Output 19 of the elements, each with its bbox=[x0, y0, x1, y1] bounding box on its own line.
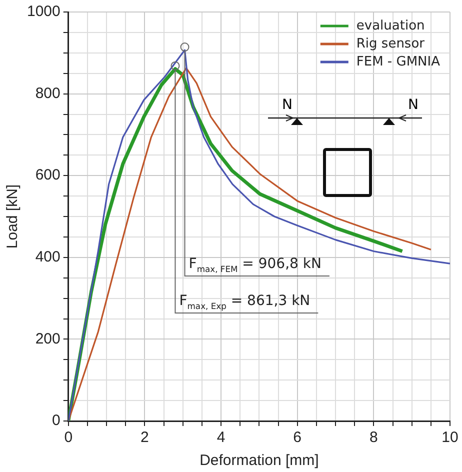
y-tick-label: 600 bbox=[35, 166, 60, 184]
x-axis-title: Deformation [mm] bbox=[200, 452, 319, 470]
y-axis-title: Load [kN] bbox=[4, 184, 22, 249]
y-tick-label: 1000 bbox=[26, 3, 60, 20]
legend-label: FEM - GMNIA bbox=[356, 54, 440, 70]
y-tick-label: 200 bbox=[35, 330, 60, 348]
annotation: N bbox=[282, 97, 292, 113]
legend-label: Rig sensor bbox=[356, 36, 426, 52]
y-tick-label: 0 bbox=[52, 412, 60, 430]
x-tick-label: 8 bbox=[370, 429, 378, 446]
y-tick-label: 400 bbox=[35, 248, 60, 266]
x-tick-label: 6 bbox=[293, 429, 302, 446]
x-tick-label: 0 bbox=[64, 429, 73, 446]
x-tick-label: 10 bbox=[442, 429, 458, 446]
legend-label: evaluation bbox=[356, 18, 425, 34]
y-tick-label: 800 bbox=[35, 84, 60, 102]
x-tick-label: 4 bbox=[216, 429, 226, 446]
x-tick-label: 2 bbox=[140, 429, 149, 446]
annotation: N bbox=[408, 97, 418, 113]
